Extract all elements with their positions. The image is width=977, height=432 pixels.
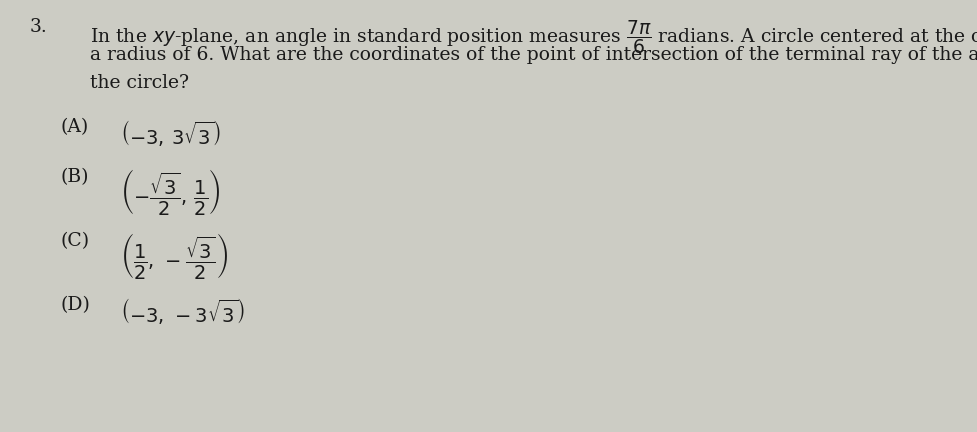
Text: $\left(\dfrac{1}{2},\,-\dfrac{\sqrt{3}}{2}\right)$: $\left(\dfrac{1}{2},\,-\dfrac{\sqrt{3}}{… xyxy=(120,232,229,282)
Text: 3.: 3. xyxy=(30,18,48,36)
Text: (B): (B) xyxy=(60,168,89,186)
Text: a radius of 6. What are the coordinates of the point of intersection of the term: a radius of 6. What are the coordinates … xyxy=(90,46,977,64)
Text: (C): (C) xyxy=(60,232,89,250)
Text: (A): (A) xyxy=(60,118,88,136)
Text: (D): (D) xyxy=(60,296,90,314)
Text: the circle?: the circle? xyxy=(90,74,189,92)
Text: $\left(-3,\,3\sqrt{3}\right)$: $\left(-3,\,3\sqrt{3}\right)$ xyxy=(120,118,221,148)
Text: $\left(-3,\,-3\sqrt{3}\right)$: $\left(-3,\,-3\sqrt{3}\right)$ xyxy=(120,296,244,326)
Text: In the $xy$-plane, an angle in standard position measures $\dfrac{7\pi}{6}$ radi: In the $xy$-plane, an angle in standard … xyxy=(90,18,977,56)
Text: $\left(-\dfrac{\sqrt{3}}{2},\,\dfrac{1}{2}\right)$: $\left(-\dfrac{\sqrt{3}}{2},\,\dfrac{1}{… xyxy=(120,168,221,218)
